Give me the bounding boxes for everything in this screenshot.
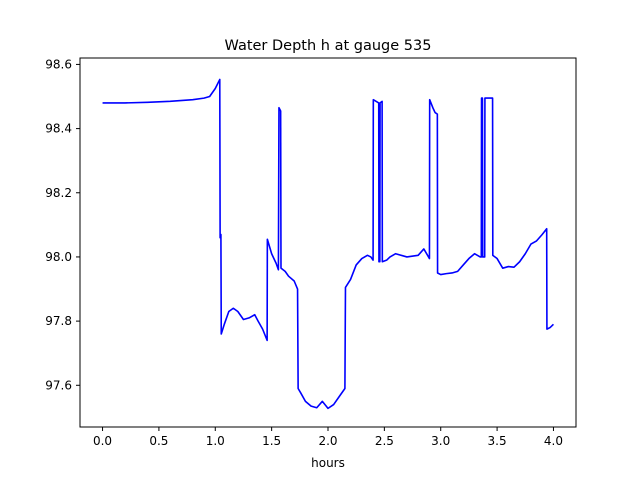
y-tick-label: 98.6 — [45, 57, 72, 71]
y-tick-label: 98.2 — [45, 186, 72, 200]
x-axis: 0.0 0.5 1.0 1.5 2.0 2.5 3.0 3.5 4.0 — [93, 427, 563, 448]
x-tick-label: 4.0 — [544, 434, 563, 448]
series-line-0 — [102, 78, 555, 410]
x-tick-label: 3.0 — [431, 434, 450, 448]
x-axis-label: hours — [311, 456, 345, 470]
y-tick-label: 97.8 — [45, 314, 72, 328]
axes-frame — [79, 57, 577, 428]
y-tick-label: 98.4 — [45, 122, 72, 136]
y-tick-label: 97.6 — [45, 378, 72, 392]
x-tick-label: 2.5 — [375, 434, 394, 448]
y-axis: 97.6 97.8 98.0 98.2 98.4 98.6 — [45, 57, 80, 392]
x-tick-label: 0.5 — [149, 434, 168, 448]
plot-area — [102, 78, 555, 410]
x-tick-label: 1.5 — [262, 434, 281, 448]
x-tick-label: 2.0 — [318, 434, 337, 448]
y-tick-label: 98.0 — [45, 250, 72, 264]
x-tick-label: 3.5 — [488, 434, 507, 448]
x-tick-label: 0.0 — [93, 434, 112, 448]
x-tick-label: 1.0 — [206, 434, 225, 448]
chart-title: Water Depth h at gauge 535 — [225, 38, 432, 54]
